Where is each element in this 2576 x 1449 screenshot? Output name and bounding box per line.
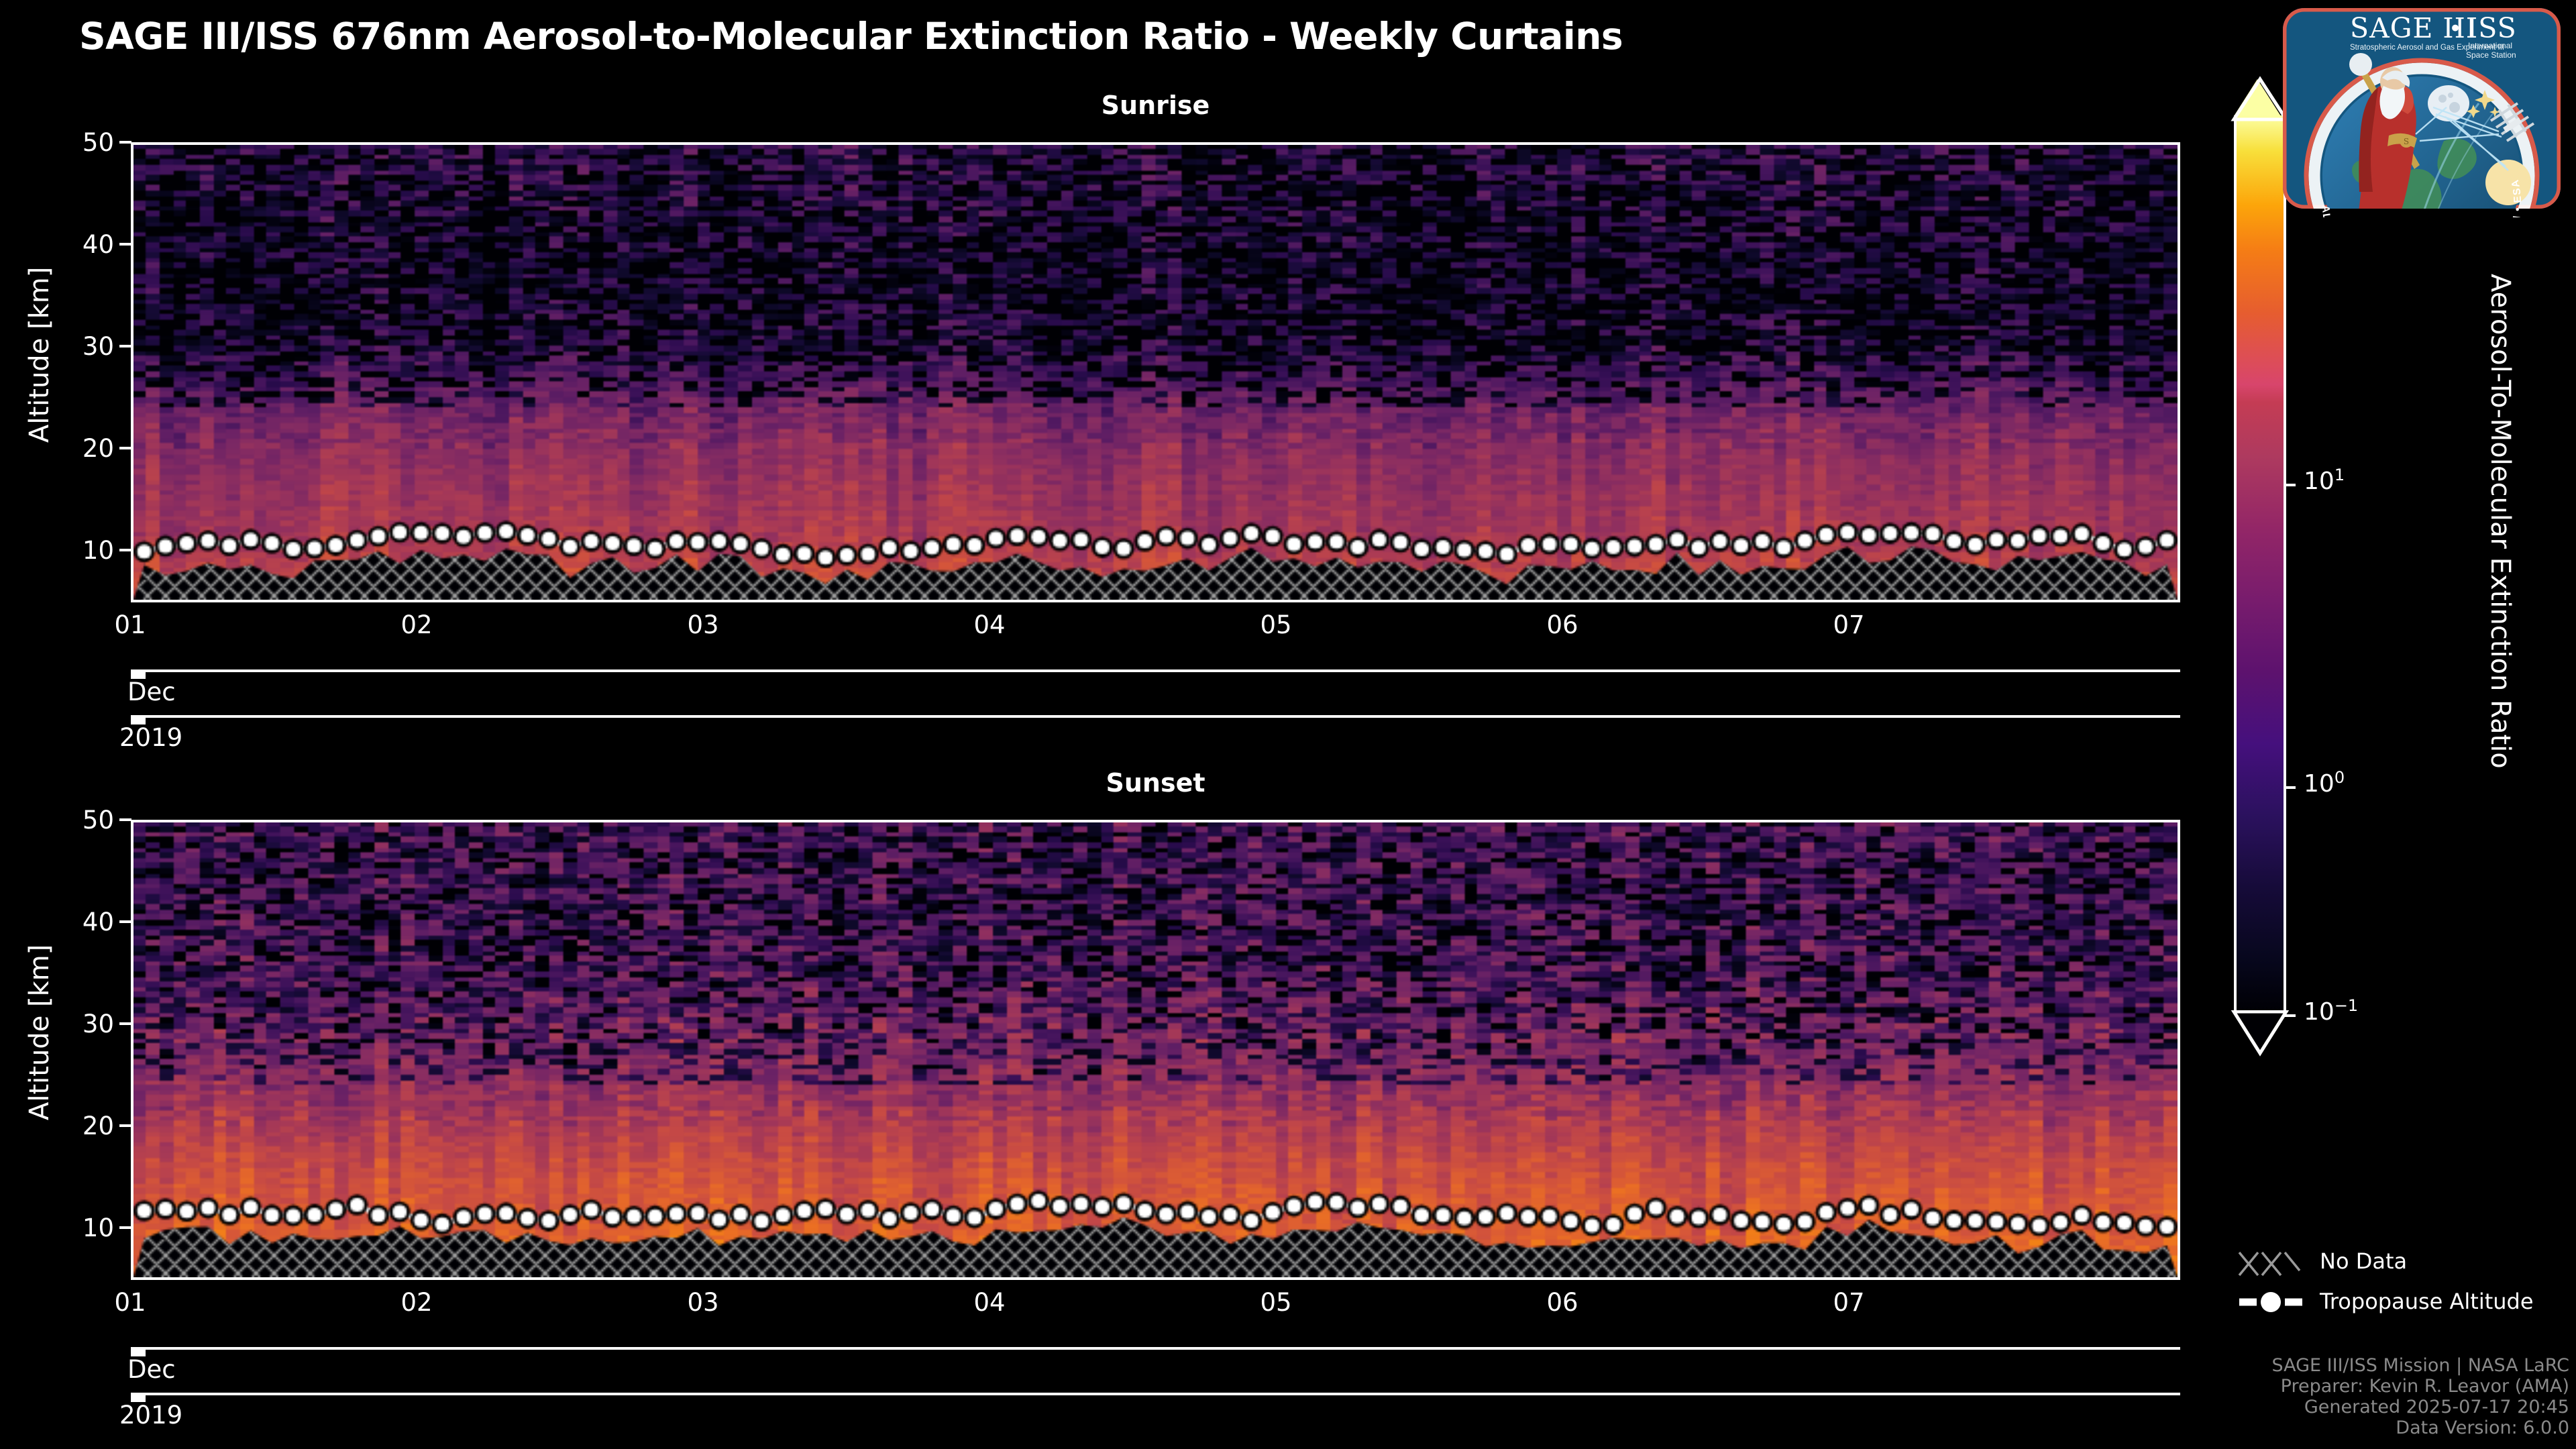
sunset-month-nub <box>131 1347 146 1356</box>
colorbar-tick-exponent: 0 <box>2334 768 2345 787</box>
sunrise-xtick-06: 06 <box>1546 610 1578 639</box>
legend: No Data Tropopause Altitude <box>2234 1244 2576 1338</box>
colorbar-tick-1e0: 100 <box>2304 768 2345 798</box>
sunrise-ytick-20: 20 <box>82 434 114 463</box>
svg-text:S: S <box>2404 137 2409 146</box>
sunrise-month-nub <box>131 669 146 679</box>
sunrise-heatmap[interactable] <box>131 142 2180 602</box>
logo-subtitle-right-1: International <box>2468 41 2512 50</box>
sunset-ytickmark-10 <box>119 1226 131 1229</box>
footer-line-generated: Generated 2025-07-17 20:45 <box>2304 1397 2569 1417</box>
sunset-xtick-07: 07 <box>1833 1288 1865 1317</box>
sunrise-ytick-30: 30 <box>82 332 114 361</box>
colorbar-arrow-max-stroke <box>2231 76 2290 121</box>
sage-iii-iss-mission-logo: S BALL • NASA LANGLEY RESEARCH CENTER • … <box>2277 3 2561 217</box>
sunset-ytick-50: 50 <box>82 806 114 835</box>
sunset-year-nub <box>131 1393 146 1402</box>
panel-sunset-title: Sunset <box>1106 768 1205 798</box>
sunrise-ytickmark-50 <box>119 141 131 144</box>
colorbar-tickmark-1em1 <box>2284 1014 2296 1017</box>
sunset-xtick-05: 05 <box>1260 1288 1292 1317</box>
sunrise-xtick-07: 07 <box>1833 610 1865 639</box>
sunset-ytick-20: 20 <box>82 1112 114 1140</box>
colorbar-axis-label: Aerosol-To-Molecular Extinction Ratio <box>2485 274 2516 769</box>
sunrise-x-axis: 01 02 03 04 05 06 07 Dec 2019 <box>0 602 2214 752</box>
sunrise-ytickmark-20 <box>119 447 131 449</box>
sunset-ytickmark-40 <box>119 920 131 923</box>
sunset-year-label: 2019 <box>119 1401 183 1430</box>
panel-sunrise-title: Sunrise <box>1101 91 1210 120</box>
legend-label-no-data: No Data <box>2320 1248 2408 1274</box>
logo-subtitle-right-2: Space Station <box>2466 50 2516 60</box>
sunset-xtick-04: 04 <box>973 1288 1006 1317</box>
colorbar-tickmark-1e0 <box>2284 786 2296 789</box>
sunset-heatmap[interactable] <box>131 820 2180 1280</box>
sunrise-ytickmark-40 <box>119 243 131 246</box>
logo-title-separator: • <box>2449 15 2462 42</box>
sunset-ytickmark-20 <box>119 1124 131 1127</box>
colorbar-gradient <box>2234 115 2286 1013</box>
colorbar-arrow-min-outline <box>2231 1010 2290 1057</box>
colorbar[interactable]: 102 101 100 10−1 <box>2231 67 2435 1208</box>
sunrise-ytick-40: 40 <box>82 230 114 259</box>
page-title: SAGE III/ISS 676nm Aerosol-to-Molecular … <box>79 15 1623 58</box>
sunset-xtick-06: 06 <box>1546 1288 1578 1317</box>
colorbar-tick-1e1: 101 <box>2304 466 2345 495</box>
sunrise-year-label: 2019 <box>119 723 183 752</box>
colorbar-tick-mantissa: 10 <box>2304 998 2334 1026</box>
sunset-xtick-02: 02 <box>400 1288 433 1317</box>
sunset-ytickmark-50 <box>119 818 131 821</box>
sunset-month-label: Dec <box>127 1355 176 1384</box>
sunset-month-line <box>131 1347 2180 1350</box>
sunrise-month-label: Dec <box>127 678 176 706</box>
sunset-xtick-01: 01 <box>114 1288 146 1317</box>
sunrise-xtick-04: 04 <box>973 610 1006 639</box>
logo-title-main: SAGE III <box>2350 12 2477 44</box>
sunset-ytick-40: 40 <box>82 908 114 936</box>
sunrise-ytick-50: 50 <box>82 128 114 157</box>
sunrise-xtick-02: 02 <box>400 610 433 639</box>
sunrise-year-line <box>131 715 2180 718</box>
logo-subtitle-left: Stratospheric Aerosol and Gas Experiment… <box>2350 44 2504 52</box>
sunset-ytick-10: 10 <box>82 1214 114 1242</box>
footer-line-preparer: Preparer: Kevin R. Leavor (AMA) <box>2280 1376 2569 1397</box>
colorbar-tick-mantissa: 10 <box>2304 468 2334 495</box>
sunrise-xtick-01: 01 <box>114 610 146 639</box>
sunset-ytickmark-30 <box>119 1022 131 1025</box>
colorbar-tick-1em1: 10−1 <box>2304 996 2358 1026</box>
colorbar-tick-exponent: 1 <box>2334 466 2345 484</box>
panel-sunrise: Sunrise Altitude [km] 50 40 30 20 10 01 … <box>0 0 2214 752</box>
sunset-ytick-30: 30 <box>82 1010 114 1038</box>
sunrise-ytickmark-30 <box>119 345 131 347</box>
tropopause-icon <box>2239 1292 2302 1312</box>
no-data-icon <box>2238 1251 2301 1277</box>
sunrise-xtick-03: 03 <box>687 610 719 639</box>
sunset-xtick-03: 03 <box>687 1288 719 1317</box>
panel-sunset: Sunset Altitude [km] 50 40 30 20 10 01 0… <box>0 678 2214 1430</box>
colorbar-tick-mantissa: 10 <box>2304 770 2334 798</box>
logo-title-second: ISS <box>2467 12 2517 44</box>
colorbar-tick-exponent: −1 <box>2334 996 2359 1015</box>
footer-line-version: Data Version: 6.0.0 <box>2396 1417 2569 1438</box>
sunrise-ytick-10: 10 <box>82 536 114 565</box>
footer: SAGE III/ISS Mission | NASA LaRC Prepare… <box>2080 1355 2569 1449</box>
sunrise-ytickmark-10 <box>119 549 131 551</box>
sunrise-year-nub <box>131 715 146 724</box>
sunset-x-axis: 01 02 03 04 05 06 07 Dec 2019 <box>0 1280 2214 1430</box>
legend-label-tropopause: Tropopause Altitude <box>2320 1289 2534 1314</box>
footer-line-mission: SAGE III/ISS Mission | NASA LaRC <box>2271 1355 2569 1376</box>
sunset-year-line <box>131 1393 2180 1395</box>
sunrise-xtick-05: 05 <box>1260 610 1292 639</box>
colorbar-tickmark-1e1 <box>2284 484 2296 486</box>
sunrise-month-line <box>131 669 2180 672</box>
